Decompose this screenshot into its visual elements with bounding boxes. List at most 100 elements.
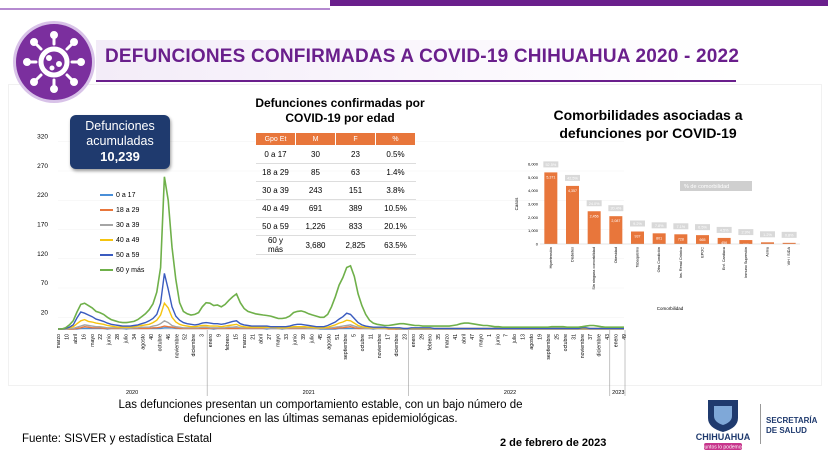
bar-category-label: EPOC — [701, 247, 705, 258]
legend-label: 0 a 17 — [116, 192, 136, 199]
page-title: DEFUNCIONES CONFIRMADAS A COVID-19 CHIHU… — [105, 46, 740, 67]
age-table-cell: 50 a 59 — [255, 217, 296, 236]
x-tick-label: 11 — [369, 334, 375, 339]
age-table-cell: 23 — [335, 145, 376, 164]
legend-swatch — [100, 239, 113, 242]
bar-percent-label: 20.4% — [610, 207, 621, 211]
bar-percent-label: 6.5% — [698, 226, 707, 230]
bar-category-label: Tabaquismo — [636, 247, 640, 267]
age-table-row: 0 a 17 30 23 0.5% — [255, 145, 416, 164]
x-tick-label: enero — [208, 334, 214, 347]
bar-value-label: 5,371 — [546, 175, 555, 179]
x-tick-label: 7 — [504, 334, 510, 337]
age-table-cell: 2,825 — [335, 235, 376, 255]
bar — [674, 234, 688, 244]
bar-value-label: 4,357 — [568, 189, 577, 193]
bar-category-label: Hipertensión — [549, 247, 553, 268]
top-accent-line — [0, 8, 330, 10]
bar-percent-label: 7.8% — [655, 224, 664, 228]
bar — [587, 211, 601, 244]
legend-swatch — [100, 254, 113, 257]
bar-percent-box — [543, 161, 559, 168]
age-table-cell: 1,226 — [295, 217, 336, 236]
x-tick-label: marzo — [242, 334, 248, 349]
x-tick-label: 31 — [571, 334, 577, 340]
x-tick-label: julio — [512, 334, 518, 344]
age-table-cell: 63.5% — [375, 235, 416, 255]
age-table-cell: 0 a 17 — [255, 145, 296, 164]
age-table-cell: 18 a 29 — [255, 163, 296, 182]
bar-percent-label: 2.9% — [742, 231, 751, 235]
legend-item: 18 a 29 — [100, 207, 139, 214]
bar-percent-label: 1.2% — [763, 233, 772, 237]
bar-percent-box — [760, 231, 775, 238]
bar-y-tick-label: 1,000 — [528, 228, 539, 233]
x-tick-label: enero — [614, 334, 620, 347]
x-tick-label: septiembre — [343, 334, 349, 360]
x-tick-label: octubre — [563, 334, 569, 351]
age-table-cell: 63 — [335, 163, 376, 182]
bar-percent-box — [738, 229, 754, 236]
series-line — [58, 176, 624, 330]
legend-swatch — [100, 209, 113, 212]
x-tick-label: junio — [293, 334, 299, 346]
legend-item: 40 a 49 — [100, 237, 139, 244]
legend-swatch — [100, 224, 113, 227]
x-tick-label: 46 — [166, 334, 172, 340]
chihuahua-logo: CHIHUAHUA Juntos lo podemos — [690, 398, 756, 452]
age-table-cell: 10.5% — [375, 199, 416, 218]
bar — [631, 231, 644, 244]
x-tick-label: noviembre — [377, 334, 383, 358]
bar-y-tick-label: 0 — [536, 242, 539, 247]
x-tick-label: 39 — [301, 334, 307, 340]
age-table-cell: 3.8% — [375, 181, 416, 200]
bar-category-label: Asma — [766, 246, 770, 257]
bar-percent-box — [651, 222, 667, 229]
accumulated-deaths-box: Defunciones acumuladas 10,239 — [70, 115, 170, 169]
legend-item: 30 a 39 — [100, 222, 139, 229]
legend-swatch — [100, 269, 113, 272]
x-tick-label: 34 — [132, 334, 138, 340]
age-table-row: 30 a 39 243 151 3.8% — [255, 181, 416, 200]
x-tick-label: mayo — [276, 334, 282, 347]
x-tick-label: 5 — [352, 334, 358, 337]
year-label: 2023 — [612, 390, 624, 396]
age-table-cell: 691 — [295, 199, 336, 218]
x-tick-label: diciembre — [394, 334, 400, 357]
x-tick-label: 19 — [538, 334, 544, 340]
x-tick-label: febrero — [428, 334, 434, 351]
age-table-header: % — [375, 132, 416, 146]
bar-percent-label: 42.5% — [567, 176, 578, 180]
bar-value-label: 665 — [700, 238, 706, 242]
top-accent-bar — [330, 0, 828, 6]
bar-value-label: 2,087 — [611, 219, 620, 223]
bar-value-label: 2,456 — [590, 214, 599, 218]
bar-value-label: 127 — [765, 245, 771, 249]
y-tick-label: 320 — [37, 134, 48, 141]
x-tick-label: 25 — [554, 334, 560, 340]
bar — [609, 216, 623, 244]
x-tick-label: 29 — [419, 334, 425, 340]
bar — [696, 235, 709, 244]
bar-percent-box — [565, 174, 580, 181]
year-label: 2021 — [303, 390, 315, 396]
bar — [717, 237, 731, 244]
age-table-header: M — [295, 132, 336, 146]
x-tick-label: diciembre — [597, 334, 603, 357]
bar-percent-label: 0.8% — [785, 233, 794, 237]
legend-item: 0 a 17 — [100, 192, 135, 199]
bar-value-label: 87 — [787, 246, 791, 250]
bar-percent-label: 52.5% — [545, 163, 556, 167]
x-tick-label: 40 — [149, 334, 155, 340]
bar-value-label: 937 — [635, 235, 641, 239]
bar-value-label: 295 — [743, 243, 749, 247]
x-tick-label: enero — [411, 334, 417, 347]
x-tick-label: 15 — [233, 334, 239, 340]
y-tick-label: 270 — [37, 163, 48, 170]
age-table-cell: 1.4% — [375, 163, 416, 182]
x-tick-label: octubre — [360, 334, 366, 351]
age-table-cell: 0.5% — [375, 145, 416, 164]
virus-icon — [16, 24, 92, 100]
bar — [761, 242, 774, 244]
